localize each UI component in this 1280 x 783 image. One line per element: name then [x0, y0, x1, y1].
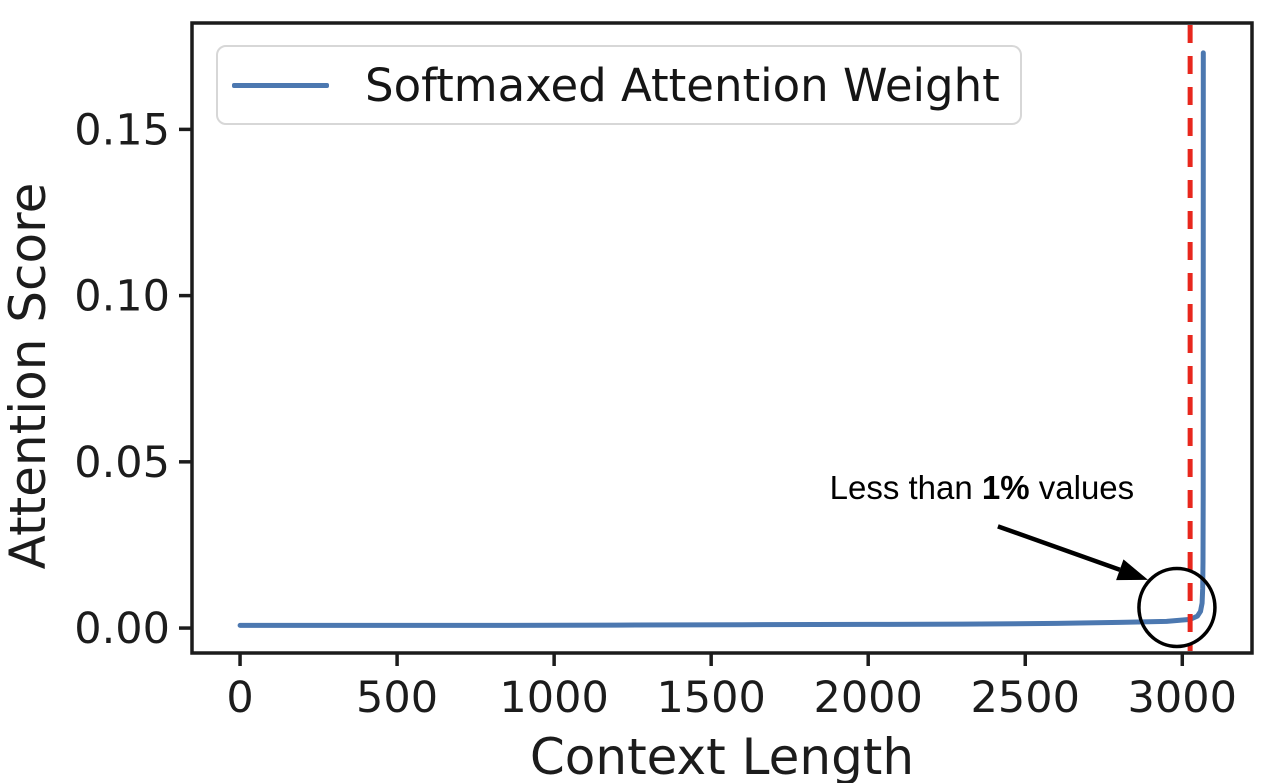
x-tick-label: 3000	[1128, 673, 1237, 723]
highlight-circle	[1137, 566, 1217, 649]
plot-frame	[190, 21, 1254, 655]
annotation-text-bold: 1%	[981, 469, 1030, 507]
annotation-arrowhead	[1116, 559, 1149, 581]
legend-label: Softmaxed Attention Weight	[365, 58, 1000, 112]
x-tick-label: 1500	[656, 673, 765, 723]
x-tick-label: 1000	[499, 673, 608, 723]
x-tick-label: 500	[356, 673, 438, 723]
y-tick-label: 0.10	[74, 272, 170, 322]
annotation-callout: Less than 1% values	[830, 469, 1135, 507]
annotation-text-suffix: values	[1029, 469, 1135, 507]
y-tick-label: 0.15	[74, 105, 170, 155]
annotation-text-prefix: Less than	[829, 469, 982, 507]
x-axis-label: Context Length	[529, 728, 915, 783]
annotation-arrow	[997, 524, 1121, 572]
legend-line-sample	[232, 82, 329, 88]
legend: Softmaxed Attention Weight	[216, 45, 1022, 125]
x-tick-label: 2500	[971, 673, 1080, 723]
x-tick-label: 0	[226, 673, 253, 723]
y-tick-label: 0.00	[74, 604, 170, 654]
y-tick-label: 0.05	[74, 438, 170, 488]
x-tick-label: 2000	[813, 673, 922, 723]
series-softmaxed-attention-weight	[237, 50, 1206, 628]
y-axis-label: Attention Score	[0, 182, 57, 570]
